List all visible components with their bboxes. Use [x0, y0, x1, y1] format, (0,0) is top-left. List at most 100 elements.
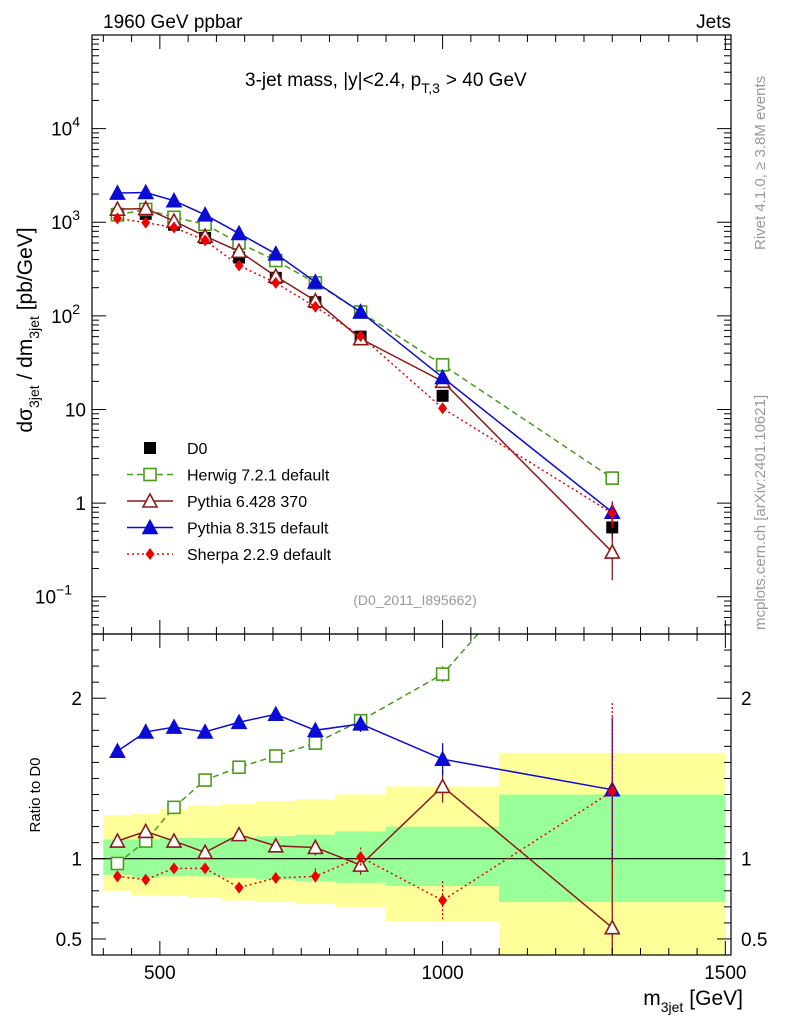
ratio-tick-label-left: 1	[71, 850, 82, 871]
main-series	[109, 183, 621, 581]
ratio-point-pythia-6-428-370	[434, 777, 451, 794]
plot-title: 3-jet mass, |y|<2.4, pT,3 > 40 GeV	[245, 70, 527, 96]
ratio-tick-label-right: 0.5	[741, 930, 767, 951]
x-tick-label: 1500	[704, 963, 746, 984]
point-pythia-8-315-default	[109, 184, 126, 200]
point-pythia-8-315-default	[196, 206, 214, 222]
ratio-tick-label-right: 1	[741, 850, 752, 871]
analysis-id: (D0_2011_I895662)	[353, 592, 477, 608]
plot-title-tail: > 40 GeV	[446, 70, 527, 91]
ratio-point-herwig-7-2-1-default	[110, 856, 125, 871]
legend-marker	[143, 467, 157, 482]
series-line-herwig-7-2-1-default	[117, 208, 613, 479]
y-tick-label-exp: 4	[72, 114, 80, 130]
ratio-point-pythia-8-315-default	[165, 718, 183, 734]
legend-entry-pythia-8-315-default: Pythia 8.315 default	[127, 518, 329, 538]
point-pythia-6-428-370	[603, 543, 621, 559]
ratio-line-herwig-7-2-1-default	[116, 634, 479, 865]
ratio-line-pythia-8-315-default	[117, 713, 613, 791]
legend-label: Sherpa 2.2.9 default	[187, 547, 332, 564]
point-pythia-6-428-370	[137, 199, 155, 216]
x-tick-label: 1000	[421, 963, 463, 984]
legend-label: Pythia 6.428 370	[187, 494, 307, 511]
ratio-point-pythia-6-428-370	[603, 919, 621, 935]
y-tick-label-exp: 2	[72, 301, 80, 317]
side-label-top: Rivet 4.1.0, ≥ 3.8M events	[752, 76, 769, 250]
ratio-point-sherpa-2-2-9-default	[141, 873, 151, 886]
x-tick-label: 500	[144, 963, 176, 984]
point-pythia-8-315-default	[137, 183, 155, 200]
y-tick-label: 10−1	[35, 582, 72, 609]
ratio-point-sherpa-2-2-9-default	[356, 851, 366, 864]
ratio-point-pythia-8-315-default	[352, 715, 369, 731]
y-axis-label-b: / dm	[14, 339, 37, 386]
series-line-pythia-6-428-370	[117, 207, 613, 553]
y-axis-label: dσ3jet / dm3jet [pb/GeV]	[14, 227, 42, 432]
band-green	[222, 837, 256, 878]
x-axis-label-main: m	[643, 987, 661, 1010]
plot-title-main: 3-jet mass, |y|<2.4, p	[245, 70, 421, 91]
ratio-point-pythia-8-315-default	[434, 750, 451, 766]
legend-label: Pythia 8.315 default	[187, 521, 329, 538]
y-axis-label-a: dσ	[14, 408, 37, 433]
ratio-point-pythia-8-315-default	[109, 742, 126, 758]
y-tick-label: 102	[51, 301, 80, 328]
ratio-point-sherpa-2-2-9-default	[234, 881, 244, 894]
x-axis-label-tail: [GeV]	[689, 987, 743, 1010]
y-tick-label-base: 10	[51, 307, 72, 328]
header-left: 1960 GeV ppbar	[103, 12, 243, 33]
ratio-point-pythia-6-428-370	[109, 832, 126, 848]
ratio-uncertainty-bands	[103, 752, 726, 955]
ratio-point-herwig-7-2-1-default	[167, 800, 181, 815]
ratio-point-pythia-8-315-default	[137, 723, 155, 739]
band-green	[386, 826, 500, 886]
ratio-point-sherpa-2-2-9-default	[200, 862, 210, 875]
legend-entry-herwig-7-2-1-default: Herwig 7.2.1 default	[127, 468, 330, 485]
ratio-point-pythia-8-315-default	[196, 723, 214, 739]
y-tick-label-exp: −1	[56, 582, 72, 598]
ratio-tick-label-left: 0.5	[56, 930, 82, 951]
ratio-point-sherpa-2-2-9-default	[169, 862, 179, 875]
ratio-tick-label-left: 2	[71, 689, 82, 710]
legend: D0 Herwig 7.2.1 default Pythia 6.428 370 Py…	[127, 441, 332, 564]
legend-entry-pythia-6-428-370: Pythia 6.428 370	[127, 492, 307, 511]
legend-entry-d0: D0	[144, 441, 208, 458]
point-pythia-8-315-default	[267, 245, 285, 261]
point-sherpa-2-2-9-default	[356, 329, 366, 342]
ratio-point-pythia-6-428-370	[137, 822, 155, 839]
ratio-point-sherpa-2-2-9-default	[438, 894, 448, 907]
point-pythia-8-315-default	[352, 303, 369, 319]
ratio-point-herwig-7-2-1-default	[232, 760, 246, 775]
legend-marker	[141, 518, 159, 535]
point-pythia-8-315-default	[307, 273, 324, 289]
y-tick-label: 10	[65, 400, 86, 421]
point-sherpa-2-2-9-default	[141, 216, 151, 229]
ratio-point-sherpa-2-2-9-default	[112, 870, 122, 883]
header-right: Jets	[696, 12, 731, 33]
legend-entry-sherpa-2-2-9-default: Sherpa 2.2.9 default	[127, 547, 332, 564]
side-label-bottom: mcplots.cern.ch [arXiv:2401.10621]	[752, 395, 769, 630]
ratio-point-pythia-8-315-default	[267, 705, 285, 722]
point-pythia-8-315-default	[165, 191, 183, 208]
legend-label: D0	[187, 441, 208, 458]
y-axis-label-a-sub: 3jet	[26, 385, 42, 408]
ratio-point-herwig-7-2-1-default	[308, 736, 323, 750]
ratio-y-axis-label: Ratio to D0	[27, 757, 44, 832]
legend-marker	[141, 492, 159, 508]
main-frame	[91, 34, 732, 635]
ratio-point-sherpa-2-2-9-default	[310, 870, 320, 883]
legend-marker	[144, 442, 156, 454]
point-sherpa-2-2-9-default	[112, 212, 122, 225]
y-tick-label-exp: 3	[72, 207, 80, 223]
point-sherpa-2-2-9-default	[234, 259, 244, 272]
y-tick-label: 104	[51, 114, 80, 141]
point-pythia-8-315-default	[434, 368, 451, 385]
ratio-point-pythia-8-315-default	[307, 721, 324, 738]
point-sherpa-2-2-9-default	[607, 507, 617, 520]
ratio-point-pythia-6-428-370	[230, 825, 248, 842]
point-herwig-7-2-1-default	[605, 471, 620, 485]
ratio-point-pythia-6-428-370	[307, 838, 324, 855]
y-tick-label-base: 10	[35, 588, 56, 609]
